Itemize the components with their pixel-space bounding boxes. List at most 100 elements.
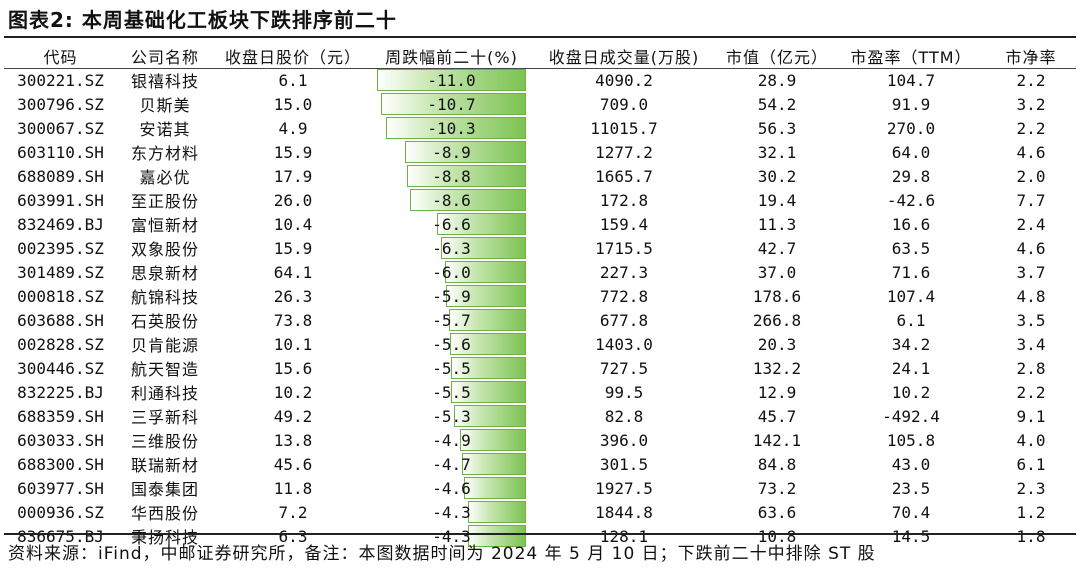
pb-ratio-cell: 2.2 <box>1016 382 1046 402</box>
market-cap-cell: 63.6 <box>757 502 797 522</box>
close-price-cell: 10.2 <box>273 382 313 402</box>
company-name-cell: 三孚新科 <box>130 408 199 427</box>
weekly-change-value: -5.6 <box>432 334 471 354</box>
pe-ttm-cell: 43.0 <box>891 454 931 474</box>
weekly-change-cell: -8.9 <box>373 140 530 164</box>
change-data-bar <box>386 117 526 139</box>
company-name-cell: 秉扬科技 <box>130 528 199 547</box>
change-data-bar <box>445 261 526 283</box>
weekly-change-cell: -8.8 <box>373 164 530 188</box>
table-row: 000936.SZ 华西股份 7.2 -4.3 1844.8 63.6 70.4 1.2 <box>4 500 1076 524</box>
header-code: 代码 <box>43 48 78 67</box>
change-data-bar <box>460 429 526 451</box>
weekly-change-value: -4.6 <box>432 478 471 498</box>
weekly-change-cell: -5.5 <box>373 356 530 380</box>
trade-volume-cell: 396.0 <box>599 430 649 450</box>
header-row: 代码 公司名称 收盘日股价（元） 周跌幅前二十(%) 收盘日成交量(万股) 市值… <box>4 44 1076 68</box>
weekly-change-cell: -5.3 <box>373 404 530 428</box>
header-company-name: 公司名称 <box>130 48 199 67</box>
table-row: 002395.SZ 双象股份 15.9 -6.3 1715.5 42.7 63.5 4.6 <box>4 236 1076 260</box>
weekly-change-value: -6.0 <box>432 262 471 282</box>
stock-code-cell: 688089.SH <box>17 166 104 186</box>
trade-volume-cell: 1844.8 <box>595 502 653 522</box>
trade-volume-cell: 709.0 <box>599 94 649 114</box>
pb-ratio-cell: 6.1 <box>1016 454 1046 474</box>
pe-ttm-cell: 24.1 <box>891 358 931 378</box>
market-cap-cell: 178.6 <box>752 286 802 306</box>
pb-ratio-cell: 4.0 <box>1016 430 1046 450</box>
pe-ttm-cell: 64.0 <box>891 142 931 162</box>
table-row: 300067.SZ 安诺其 4.9 -10.3 11015.7 56.3 270.0 2.2 <box>4 116 1076 140</box>
pb-ratio-cell: 4.8 <box>1016 286 1046 306</box>
header-market-cap: 市值（亿元） <box>725 48 828 67</box>
trade-volume-cell: 1403.0 <box>595 334 653 354</box>
stock-code-cell: 002828.SZ <box>17 334 104 354</box>
trade-volume-cell: 1927.5 <box>595 478 653 498</box>
table-row: 832469.BJ 富恒新材 10.4 -6.6 159.4 11.3 16.6 2.4 <box>4 212 1076 236</box>
change-data-bar <box>405 141 526 163</box>
weekly-change-value: -4.9 <box>432 430 471 450</box>
weekly-change-value: -10.7 <box>427 94 476 114</box>
trade-volume-cell: 82.8 <box>604 406 644 426</box>
close-price-cell: 73.8 <box>273 310 313 330</box>
trade-volume-cell: 772.8 <box>599 286 649 306</box>
table-row: 688359.SH 三孚新科 49.2 -5.3 82.8 45.7 -492.4 9.1 <box>4 404 1076 428</box>
pe-ttm-cell: 16.6 <box>891 214 931 234</box>
close-price-cell: 26.0 <box>273 190 313 210</box>
market-cap-cell: 54.2 <box>757 94 797 114</box>
weekly-change-value: -5.3 <box>432 406 471 426</box>
change-data-bar <box>468 525 526 547</box>
header-rule <box>4 68 1076 69</box>
market-cap-cell: 73.2 <box>757 478 797 498</box>
company-name-cell: 富恒新材 <box>130 216 199 235</box>
market-cap-cell: 142.1 <box>752 430 802 450</box>
weekly-change-cell: -5.7 <box>373 308 530 332</box>
company-name-cell: 华西股份 <box>130 504 199 523</box>
pe-ttm-cell: 29.8 <box>891 166 931 186</box>
table-row: 300446.SZ 航天智造 15.6 -5.5 727.5 132.2 24.1 2.8 <box>4 356 1076 380</box>
change-data-bar <box>446 285 526 307</box>
stock-code-cell: 301489.SZ <box>17 262 104 282</box>
figure-title: 图表2: 本周基础化工板块下跌排序前二十 <box>8 8 397 32</box>
pe-ttm-cell: -42.6 <box>886 190 936 210</box>
pb-ratio-cell: 3.2 <box>1016 94 1046 114</box>
weekly-change-cell: -6.3 <box>373 236 530 260</box>
pe-ttm-cell: 23.5 <box>891 478 931 498</box>
company-name-cell: 银禧科技 <box>130 72 199 91</box>
header-volume: 收盘日成交量(万股) <box>548 48 700 67</box>
company-name-cell: 三维股份 <box>130 432 199 451</box>
close-price-cell: 49.2 <box>273 406 313 426</box>
weekly-change-cell: -4.3 <box>373 500 530 524</box>
market-cap-cell: 10.8 <box>757 526 797 546</box>
weekly-change-value: -4.3 <box>432 502 471 522</box>
market-cap-cell: 12.9 <box>757 382 797 402</box>
pe-ttm-cell: 10.2 <box>891 382 931 402</box>
company-name-cell: 嘉必优 <box>139 168 191 187</box>
pe-ttm-cell: 70.4 <box>891 502 931 522</box>
table-row: 603033.SH 三维股份 13.8 -4.9 396.0 142.1 105.8 4.0 <box>4 428 1076 452</box>
company-name-cell: 石英股份 <box>130 312 199 331</box>
table-row: 832225.BJ 利通科技 10.2 -5.5 99.5 12.9 10.2 2.2 <box>4 380 1076 404</box>
table-row: 603110.SH 东方材料 15.9 -8.9 1277.2 32.1 64.0 4.6 <box>4 140 1076 164</box>
market-cap-cell: 84.8 <box>757 454 797 474</box>
pb-ratio-cell: 3.7 <box>1016 262 1046 282</box>
weekly-change-cell: -5.9 <box>373 284 530 308</box>
pb-ratio-cell: 1.2 <box>1016 502 1046 522</box>
weekly-change-value: -5.7 <box>432 310 471 330</box>
weekly-change-cell: -10.7 <box>373 92 530 116</box>
market-cap-cell: 42.7 <box>757 238 797 258</box>
company-name-cell: 国泰集团 <box>130 480 199 499</box>
pe-ttm-cell: 270.0 <box>886 118 936 138</box>
header-pe-ttm: 市盈率（TTM） <box>850 48 972 67</box>
trade-volume-cell: 4090.2 <box>595 70 653 90</box>
change-data-bar <box>462 453 526 475</box>
close-price-cell: 45.6 <box>273 454 313 474</box>
bottom-rule <box>4 533 1076 535</box>
trade-volume-cell: 727.5 <box>599 358 649 378</box>
pe-ttm-cell: 6.1 <box>896 310 926 330</box>
pb-ratio-cell: 4.6 <box>1016 238 1046 258</box>
table-row: 836675.BJ 秉扬科技 6.3 -4.3 128.1 10.8 14.5 1.8 <box>4 524 1076 548</box>
weekly-change-value: -5.9 <box>432 286 471 306</box>
market-cap-cell: 30.2 <box>757 166 797 186</box>
stock-code-cell: 603110.SH <box>17 142 104 162</box>
